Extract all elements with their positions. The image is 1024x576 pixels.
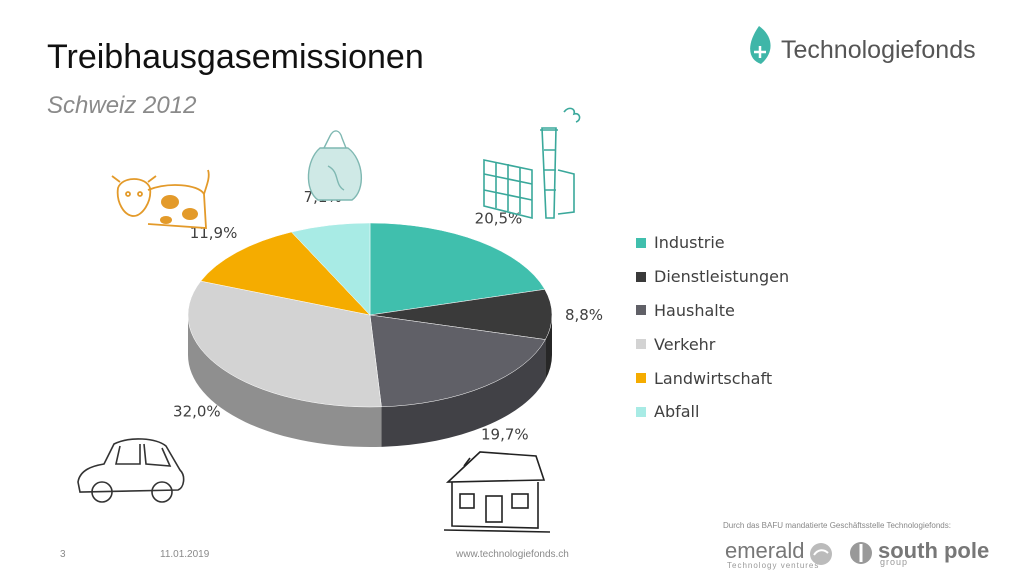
emerald-logo: emerald bbox=[725, 538, 805, 563]
trash-bag-icon bbox=[307, 130, 363, 201]
slide-title: Treibhausgasemissionen bbox=[47, 38, 424, 76]
pie-slices bbox=[187, 222, 553, 408]
page-number: 3 bbox=[60, 549, 66, 560]
leaf-plus-icon bbox=[750, 26, 771, 64]
factory-icon bbox=[483, 107, 581, 220]
legend-item: Dienstleistungen bbox=[636, 260, 789, 294]
legend-swatch bbox=[636, 406, 646, 417]
technologiefonds-logo: Technologiefonds bbox=[743, 24, 983, 74]
legend-swatch bbox=[636, 271, 646, 282]
data-label-dienstleistungen: 8,8% bbox=[565, 306, 603, 324]
pie-slice-industrie bbox=[369, 222, 546, 316]
car-icon bbox=[77, 438, 185, 503]
pie-slice-abfall bbox=[290, 222, 371, 316]
legend-label: Dienstleistungen bbox=[654, 267, 790, 287]
chart-legend: Industrie Dienstleistungen Haushalte Ver… bbox=[636, 226, 789, 429]
data-label-haushalte: 19,7% bbox=[481, 426, 529, 444]
south-pole-subline: group bbox=[880, 557, 909, 567]
legend-item: Haushalte bbox=[636, 294, 789, 328]
pie-slice-side-dienstleistungen bbox=[545, 315, 552, 380]
cow-icon bbox=[111, 169, 210, 229]
website-link[interactable]: www.technologiefonds.ch bbox=[456, 549, 569, 560]
legend-swatch bbox=[636, 339, 646, 350]
legend-item: Landwirtschaft bbox=[636, 361, 789, 395]
legend-label: Landwirtschaft bbox=[654, 368, 773, 388]
legend-swatch bbox=[636, 305, 646, 316]
pie-3d-sides bbox=[188, 315, 552, 447]
legend-swatch bbox=[636, 237, 646, 248]
mandate-note: Durch das BAFU mandatierte Geschäftsstel… bbox=[723, 521, 951, 530]
data-label-industrie: 20,5% bbox=[475, 209, 523, 227]
pie-slice-haushalte bbox=[369, 314, 546, 408]
pie-slice-dienstleistungen bbox=[369, 289, 553, 340]
legend-item: Industrie bbox=[636, 226, 789, 260]
legend-label: Abfall bbox=[654, 402, 700, 422]
brand-name: Technologiefonds bbox=[781, 36, 976, 64]
legend-item: Abfall bbox=[636, 395, 789, 429]
data-label-verkehr: 32,0% bbox=[173, 403, 221, 421]
emerald-mark-icon bbox=[810, 543, 832, 565]
pie-slice-side-verkehr bbox=[188, 315, 382, 447]
slide-subtitle: Schweiz 2012 bbox=[47, 92, 197, 119]
slide-date: 11.01.2019 bbox=[160, 549, 210, 560]
legend-swatch bbox=[636, 373, 646, 384]
house-icon bbox=[443, 451, 551, 533]
legend-label: Industrie bbox=[654, 233, 725, 253]
legend-label: Haushalte bbox=[654, 300, 735, 320]
legend-label: Verkehr bbox=[654, 334, 716, 354]
south-pole-logo: south pole bbox=[878, 538, 990, 563]
legend-item: Verkehr bbox=[636, 327, 789, 361]
emerald-subline: Technology ventures bbox=[727, 561, 820, 570]
pie-slice-verkehr bbox=[187, 280, 382, 408]
pie-slice-side-haushalte bbox=[381, 339, 546, 447]
south-pole-mark-icon bbox=[850, 542, 872, 564]
pie-slice-landwirtschaft bbox=[200, 231, 371, 316]
